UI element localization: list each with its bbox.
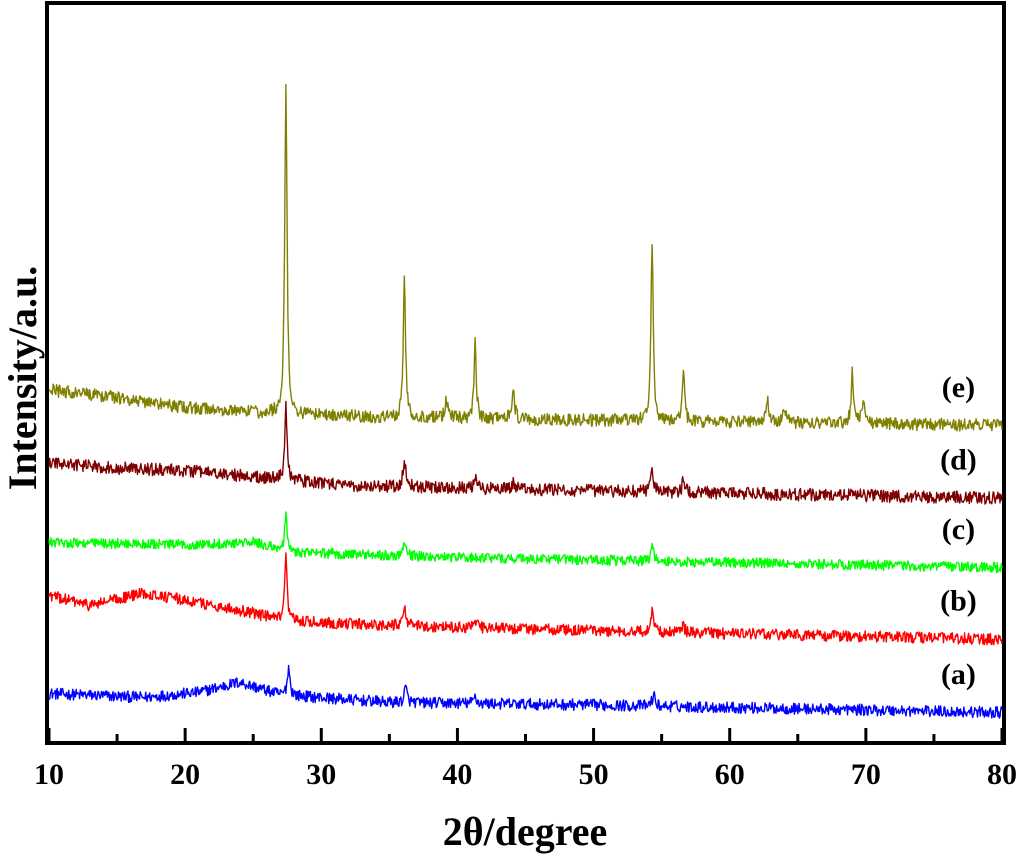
series-layer (48, 84, 1003, 719)
x-axis-ticks: 10 20 30 40 50 60 70 80 (34, 728, 1017, 791)
x-tick-label-3: 40 (442, 758, 472, 791)
series-label-3: (d) (940, 444, 977, 477)
x-tick-label-5: 60 (715, 758, 745, 791)
series-label-4: (e) (942, 371, 975, 404)
series-line-1 (48, 552, 1003, 646)
x-tick-label-7: 80 (987, 758, 1017, 791)
series-line-4 (48, 84, 1003, 432)
plot-frame (45, 1, 1006, 745)
series-line-0 (48, 664, 1003, 719)
series-label-1: (b) (940, 585, 977, 618)
series-label-layer: (a) (b) (c) (d) (e) (940, 371, 977, 691)
x-tick-label-4: 50 (579, 758, 609, 791)
series-line-2 (48, 511, 1003, 574)
x-tick-label-6: 70 (851, 758, 881, 791)
x-tick-label-1: 20 (170, 758, 200, 791)
series-label-2: (c) (942, 513, 975, 546)
series-label-0: (a) (941, 658, 976, 691)
x-axis-title: 2θ/degree (443, 809, 608, 854)
series-line-3 (48, 400, 1003, 505)
x-tick-label-2: 30 (306, 758, 336, 791)
y-axis-title: Intensity/a.u. (0, 266, 45, 491)
x-tick-label-0: 10 (34, 758, 64, 791)
